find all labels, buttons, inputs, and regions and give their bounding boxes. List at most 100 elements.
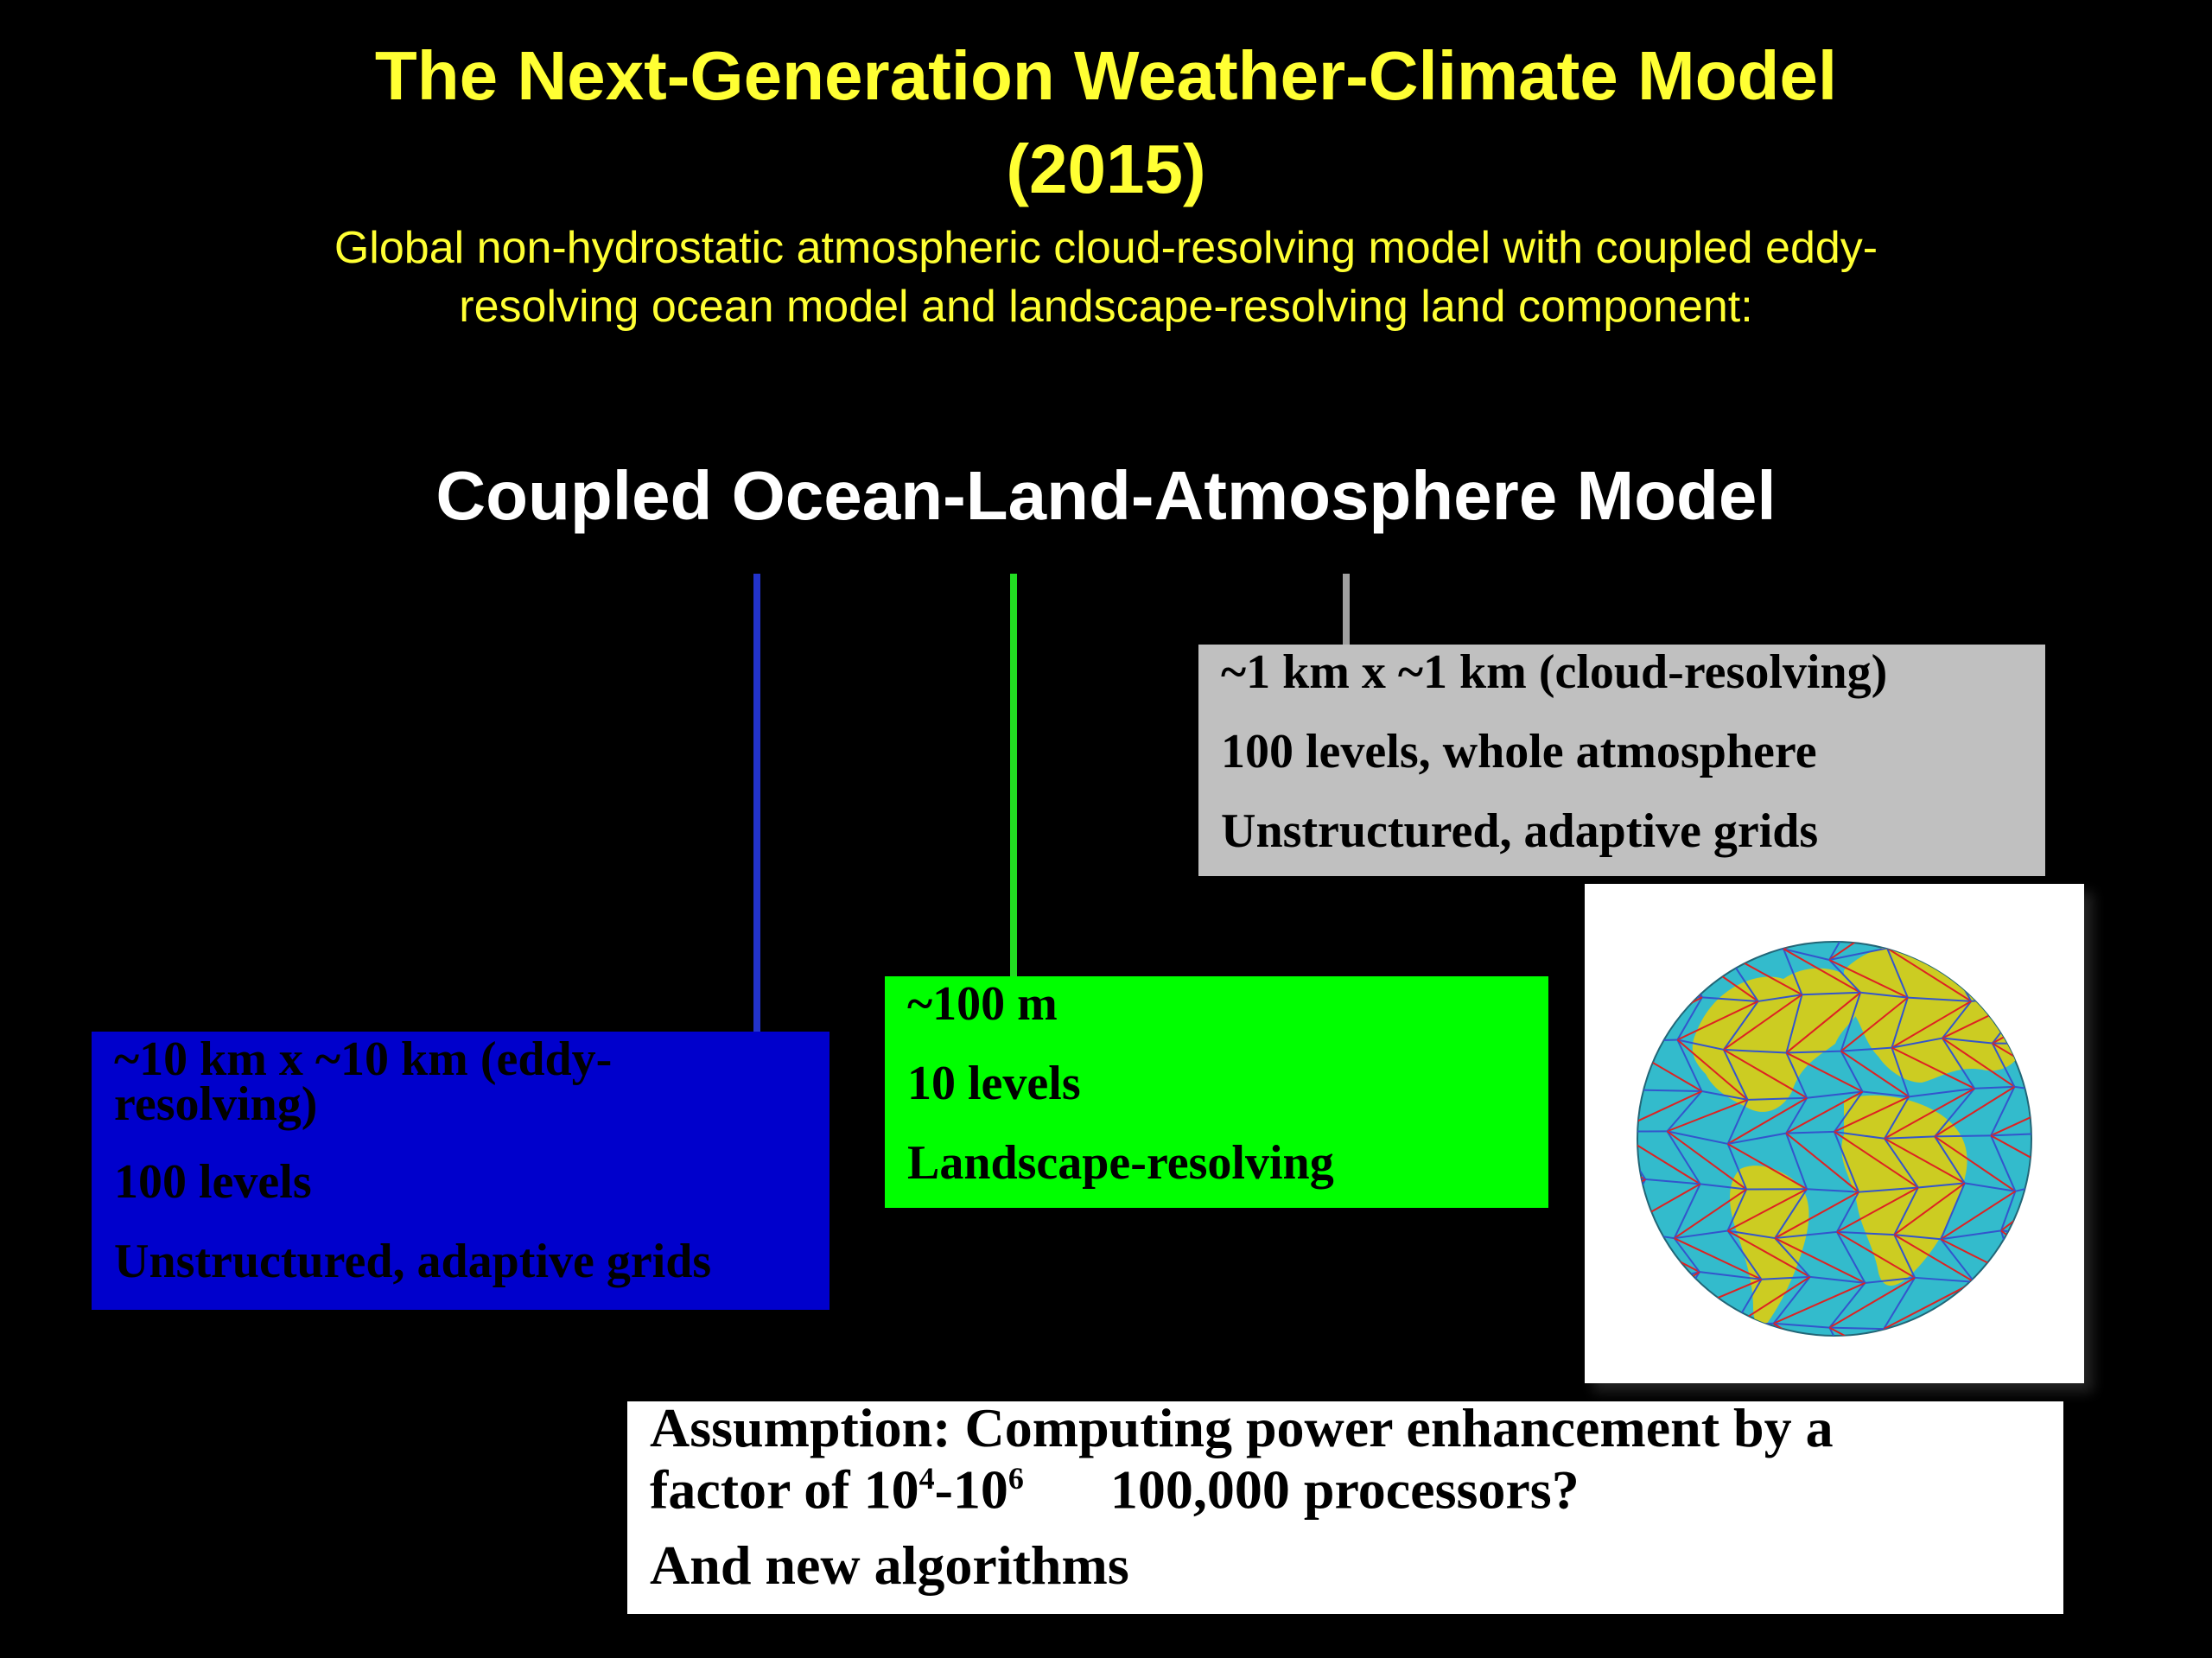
assumption-line2: factor of 104-106 100,000 processors? bbox=[650, 1452, 1580, 1517]
globe-grid-line bbox=[2029, 995, 2031, 1001]
globe-grid-line bbox=[1637, 1089, 1640, 1101]
globe-grid-line bbox=[1785, 994, 1803, 1053]
globe-grid-line bbox=[1676, 1001, 1759, 1041]
globe-grid-line bbox=[1840, 992, 1862, 1051]
globe-grid-line bbox=[1862, 1090, 1910, 1098]
globe-grid-line bbox=[1893, 1234, 1916, 1279]
globe-grid-line bbox=[2044, 1004, 2084, 1044]
ocean-box: ~10 km x ~10 km (eddy- resolving) 100 le… bbox=[92, 1032, 830, 1310]
globe-grid-line bbox=[1727, 1143, 1808, 1191]
globe-grid-line bbox=[1727, 1132, 1787, 1145]
globe-grid-line bbox=[2049, 1236, 2084, 1239]
globe-grid-line bbox=[2053, 1098, 2084, 1134]
globe-grid-line bbox=[1701, 996, 1758, 1002]
globe-grid-line bbox=[1834, 1090, 1864, 1133]
globe-grid-line bbox=[2079, 1096, 2084, 1098]
globe-grid-line bbox=[1670, 1317, 1753, 1336]
globe-grid-line bbox=[1840, 1050, 1910, 1098]
globe-grid-line bbox=[1783, 948, 1830, 961]
land-resolution: ~100 m bbox=[907, 977, 1058, 1031]
globe-grid-line bbox=[1992, 1042, 2031, 1045]
globe-grid-line bbox=[1937, 1331, 1975, 1336]
globe-grid-line bbox=[1785, 1052, 1808, 1099]
globe-grid-line bbox=[2046, 899, 2084, 950]
globe-grid-line bbox=[1637, 1044, 1640, 1091]
globe-grid-line bbox=[1840, 996, 1909, 1052]
globe-grid-line bbox=[1637, 1040, 1641, 1090]
globe-grid-line bbox=[2024, 900, 2076, 905]
globe-grid-line bbox=[1942, 1037, 2015, 1088]
globe-grid-line bbox=[1828, 959, 1861, 994]
globe-grid-line bbox=[1907, 996, 1972, 1002]
globe-grid-line bbox=[2054, 1320, 2084, 1324]
subtitle-line2: resolving ocean model and landscape-reso… bbox=[459, 282, 1753, 332]
ocean-levels: 100 levels bbox=[114, 1155, 312, 1209]
globe-grid-line bbox=[1674, 1188, 1747, 1240]
globe-grid-line bbox=[1637, 1324, 1642, 1336]
main-title-line2: (2015) bbox=[1006, 130, 1206, 207]
globe-grid-line bbox=[2000, 1229, 2031, 1287]
globe-grid-line bbox=[1637, 1040, 1703, 1092]
globe-grid-line bbox=[1723, 994, 1803, 1051]
globe-grid-line bbox=[1942, 949, 1990, 958]
globe-grid-line bbox=[1893, 1186, 1919, 1236]
globe-grid-line bbox=[1786, 1130, 1834, 1134]
globe-grid-line bbox=[1989, 956, 2031, 1000]
globe-grid-line bbox=[1828, 947, 1888, 961]
globe-grid-line bbox=[1774, 1237, 1866, 1284]
globe-grid-line bbox=[1783, 948, 1803, 995]
globe-grid-line bbox=[1938, 1322, 1997, 1333]
globe-grid-line bbox=[1884, 1328, 1939, 1333]
globe-grid-line bbox=[1637, 1282, 1649, 1321]
globe-grid-line bbox=[1727, 1229, 1776, 1240]
globe-grid-line bbox=[1667, 1130, 1728, 1145]
globe-grid-line bbox=[1995, 1323, 2022, 1336]
globe-grid-line bbox=[1637, 950, 1648, 996]
globe-grid-line bbox=[1680, 942, 1700, 949]
globe-grid-line bbox=[1674, 1229, 1728, 1240]
globe-grid-line bbox=[1585, 1099, 1590, 1144]
globe-grid-line bbox=[2053, 1133, 2069, 1178]
globe-grid-line bbox=[1834, 1131, 1919, 1189]
globe-grid-line bbox=[1834, 1130, 1885, 1140]
assumption-processors: 100,000 processors? bbox=[1109, 1458, 1580, 1521]
globe-grid-line bbox=[2020, 1364, 2074, 1367]
assumption-box: Assumption: Computing power enhancement … bbox=[627, 1401, 2063, 1614]
globe-grid-line bbox=[1599, 1367, 1640, 1373]
globe-grid-line bbox=[1884, 1135, 1936, 1140]
globe-grid-line bbox=[2075, 999, 2084, 1004]
globe-grid-line bbox=[1637, 942, 1700, 953]
globe-grid-line bbox=[1649, 1271, 1700, 1285]
globe-grid-line bbox=[1941, 942, 1969, 950]
globe-grid-line bbox=[1727, 1188, 1808, 1232]
globe-grid-line bbox=[2054, 1320, 2074, 1364]
globe-grid-line bbox=[2053, 1131, 2084, 1133]
globe-grid-line bbox=[1989, 956, 2030, 997]
globe-grid-line bbox=[1637, 994, 1647, 1045]
globe-grid-line bbox=[1886, 942, 1918, 949]
globe-grid-line bbox=[1883, 1328, 1916, 1336]
globe-grid-line bbox=[1828, 1276, 1916, 1329]
globe-grid-line bbox=[1637, 946, 1681, 953]
globe-grid-line bbox=[1785, 992, 1861, 1054]
globe-grid-line bbox=[1637, 942, 1642, 952]
globe-grid-line bbox=[1934, 1085, 2015, 1138]
globe-grid-line bbox=[1840, 1051, 1864, 1092]
globe-grid-line bbox=[1700, 1368, 1753, 1372]
globe-grid-line bbox=[2053, 1133, 2084, 1182]
globe-grid-line bbox=[1727, 1229, 1811, 1278]
globe-grid-line bbox=[1884, 1087, 1975, 1140]
globe-grid-line bbox=[1701, 1090, 1748, 1101]
globe-grid-line bbox=[1783, 948, 1861, 994]
globe-grid-line bbox=[2046, 950, 2075, 1000]
globe-grid-line bbox=[2000, 1178, 2031, 1232]
globe-grid-line bbox=[1785, 1051, 1864, 1093]
globe-grid-line bbox=[1666, 1130, 1701, 1185]
globe-grid-line bbox=[1828, 1282, 1866, 1329]
globe-grid-line bbox=[1974, 1366, 2020, 1368]
globe-grid-line bbox=[1891, 1000, 1972, 1049]
globe-grid-line bbox=[1637, 1089, 1640, 1145]
land-connector-line bbox=[1010, 574, 1017, 978]
globe-grid-line bbox=[1990, 1134, 2031, 1180]
globe-grid-line bbox=[1585, 1132, 1615, 1144]
